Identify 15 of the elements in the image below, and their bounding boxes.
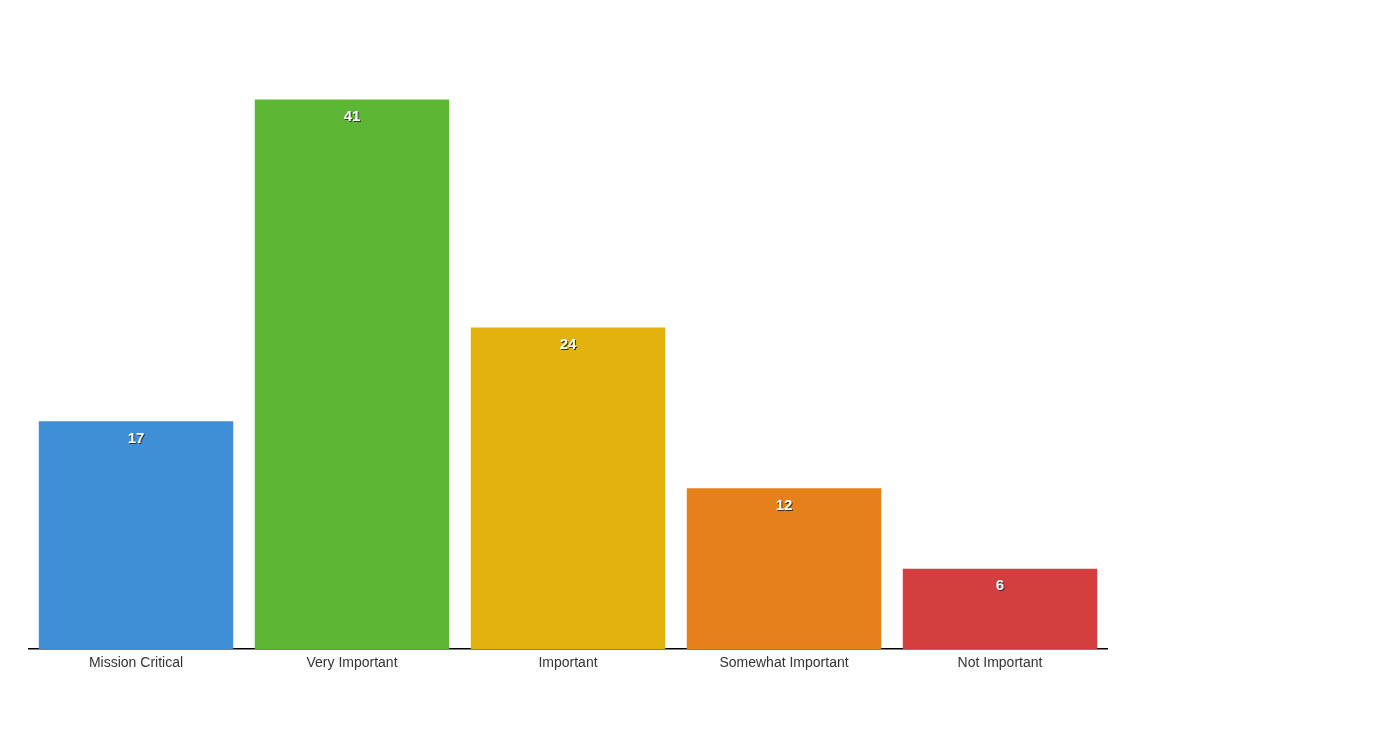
bar [902,568,1098,650]
data-label: 24 [559,335,577,353]
x-tick-label: Important [538,654,598,671]
data-label: 6 [995,576,1005,594]
x-tick-label: Not Important [957,654,1043,671]
data-label: 41 [343,107,361,125]
bar [470,327,666,650]
data-label: 17 [127,428,145,446]
x-tick-label: Mission Critical [88,654,184,671]
x-tick-label: Very Important [306,654,398,671]
data-label: 12 [775,495,793,513]
bar [254,99,450,650]
x-tick-label: Somewhat Important [719,654,849,671]
bar [38,421,234,650]
bar [686,488,882,650]
